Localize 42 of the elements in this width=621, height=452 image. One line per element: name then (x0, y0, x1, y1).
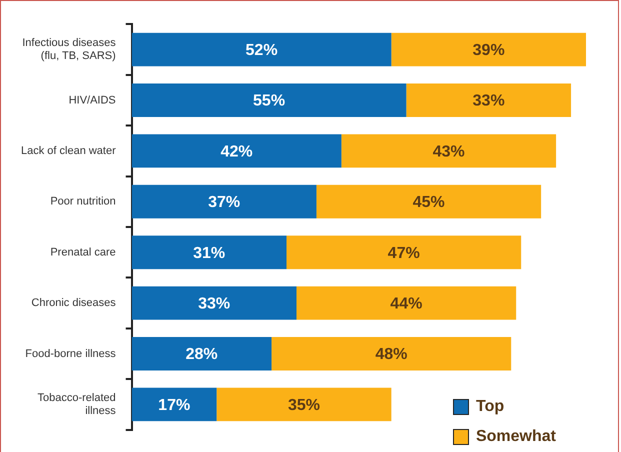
y-tick-label: Tobacco-related illness (37, 392, 116, 418)
y-tick-label: Chronic diseases (31, 297, 116, 310)
bar (341, 134, 556, 168)
y-tick-label: Poor nutrition (50, 196, 116, 208)
bar (132, 388, 217, 422)
data-label: 39% (472, 42, 505, 59)
bar (132, 286, 296, 320)
data-label: 17% (158, 396, 190, 414)
data-label: 28% (186, 346, 218, 364)
data-label: 55% (253, 92, 286, 110)
bar (132, 236, 287, 270)
data-label: 44% (390, 295, 422, 312)
bar (132, 32, 392, 66)
y-tick-label: Lack of clean water (20, 144, 116, 157)
data-label: 33% (198, 295, 230, 312)
bar (132, 134, 342, 168)
bar (132, 337, 272, 370)
bar (391, 32, 586, 66)
data-label: 43% (432, 143, 465, 160)
bar (316, 184, 542, 218)
y-tick-label: Food-borne illness (25, 348, 116, 360)
data-label: 33% (472, 92, 505, 110)
data-label: 31% (193, 244, 226, 262)
data-label: 45% (412, 194, 445, 212)
data-label: 47% (388, 244, 420, 262)
data-label: 48% (375, 346, 408, 364)
data-label: 52% (246, 42, 278, 59)
data-label: 42% (220, 143, 253, 160)
bar (132, 84, 406, 117)
y-tick-label: HIV/AIDS (68, 94, 116, 106)
bar (272, 337, 512, 370)
y-tick-label: Infectious diseases (flu, TB, SARS) (22, 36, 116, 62)
bar (286, 236, 522, 270)
legend-label: Somewhat (476, 428, 556, 446)
data-label: 37% (208, 194, 240, 212)
y-tick-label: Prenatal care (50, 246, 116, 258)
bar (296, 286, 516, 320)
bar (406, 84, 572, 117)
bar (216, 388, 392, 422)
bar (132, 184, 316, 218)
legend-label: Top (476, 398, 504, 416)
data-label: 35% (288, 396, 320, 414)
